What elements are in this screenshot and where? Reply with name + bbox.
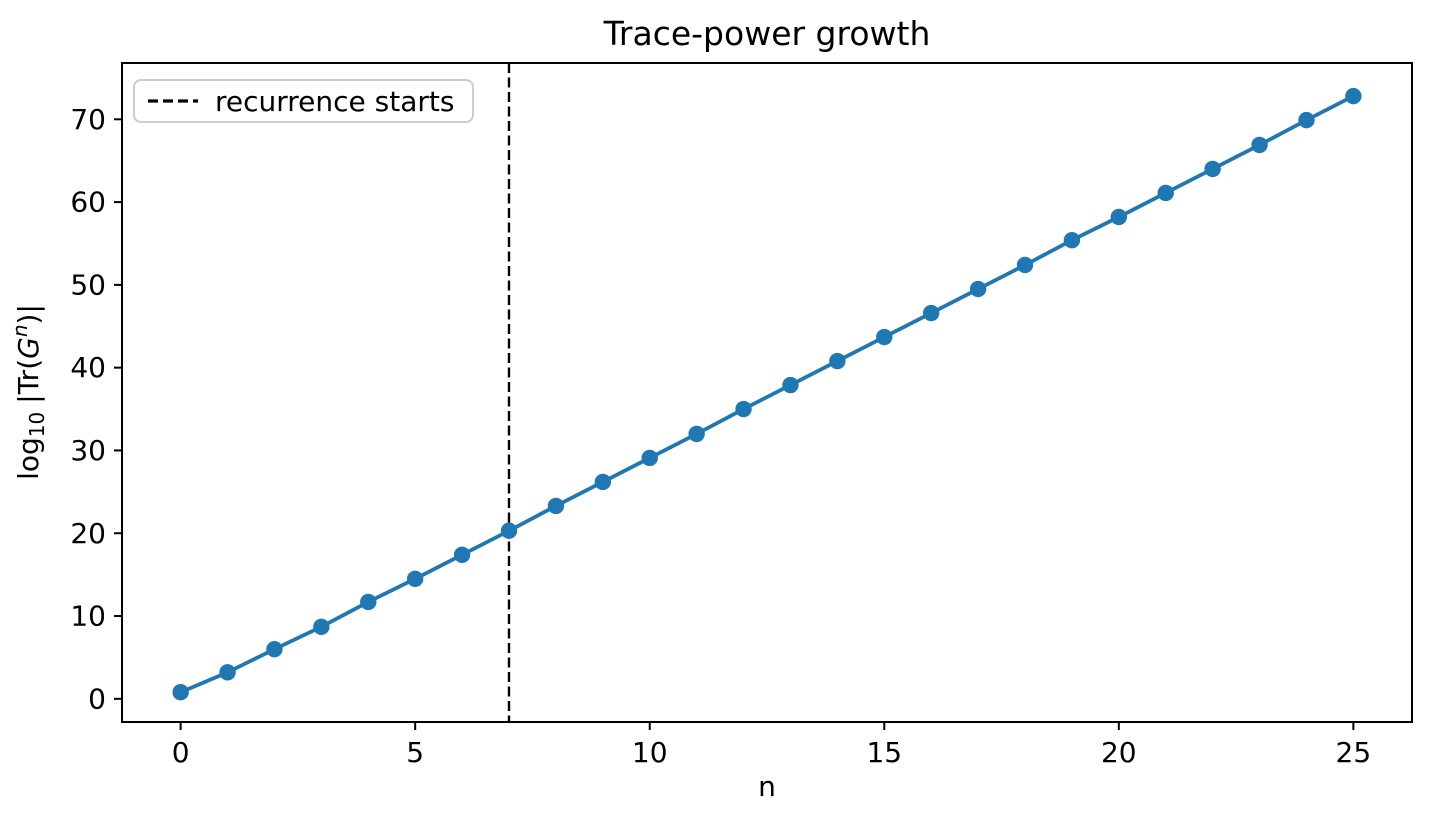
x-tick-label: 5: [406, 736, 424, 769]
y-tick-label: 50: [70, 268, 106, 301]
data-point-marker: [829, 352, 846, 370]
y-tick-label: 30: [70, 434, 106, 467]
data-point-marker: [1110, 208, 1128, 226]
data-point-marker: [313, 618, 330, 635]
data-point-marker: [969, 280, 987, 298]
data-point-marker: [688, 425, 705, 443]
dashed-line-icon: [148, 99, 198, 103]
data-point-marker: [922, 304, 940, 322]
ylabel-log: log: [12, 437, 45, 480]
data-point-marker: [406, 570, 424, 587]
data-point-marker: [735, 400, 752, 418]
data-point-marker: [172, 683, 189, 701]
x-axis-label: n: [758, 770, 776, 803]
data-point-marker: [1251, 136, 1268, 154]
data-point-marker: [1204, 160, 1221, 178]
data-point-marker: [1157, 184, 1174, 202]
y-tick-label: 10: [70, 600, 106, 633]
ylabel-sub-10: 10: [25, 412, 49, 437]
y-tick-label: 0: [88, 682, 106, 715]
data-point-marker: [594, 473, 612, 491]
trace-series-layer: [172, 87, 1362, 701]
x-tick-label: 25: [1336, 736, 1372, 769]
data-point-marker: [500, 522, 518, 539]
y-tick-label: 20: [70, 517, 106, 550]
data-point-marker: [1063, 231, 1081, 249]
trace-growth-line: [178, 94, 1356, 695]
data-point-marker: [360, 593, 377, 611]
y-tick-label: 40: [70, 351, 106, 384]
data-point-marker: [547, 497, 565, 515]
x-tick-label: 0: [172, 736, 190, 769]
data-point-marker: [1298, 111, 1315, 129]
chart-title: Trace-power growth: [603, 14, 931, 53]
legend-label: recurrence starts: [215, 84, 455, 118]
ylabel-tr-open: |Tr(: [12, 359, 45, 404]
x-tick-label: 15: [866, 736, 902, 769]
data-point-marker: [1016, 256, 1034, 274]
x-tick-label: 20: [1101, 736, 1137, 769]
ylabel-close: )|: [12, 304, 45, 324]
data-point-marker: [641, 449, 658, 467]
ylabel-sup-n: n: [8, 324, 32, 337]
data-point-marker: [1345, 87, 1362, 105]
plot-border: [121, 62, 1413, 723]
legend: recurrence starts: [133, 79, 475, 123]
y-tick-label: 70: [70, 103, 106, 136]
data-point-marker: [219, 664, 236, 681]
ylabel-G: G: [12, 337, 45, 359]
data-point-marker: [453, 546, 471, 563]
x-tick-label: 10: [632, 736, 668, 769]
data-point-marker: [876, 328, 893, 346]
axes-layer: 0 5 10 15 20 25 0 10 20 30 40 50 60 70: [70, 62, 1413, 769]
data-point-marker: [266, 640, 283, 658]
y-axis-label: log10 |Tr(Gn)|: [8, 304, 49, 480]
data-point-marker: [782, 376, 799, 394]
y-tick-label: 60: [70, 186, 106, 219]
